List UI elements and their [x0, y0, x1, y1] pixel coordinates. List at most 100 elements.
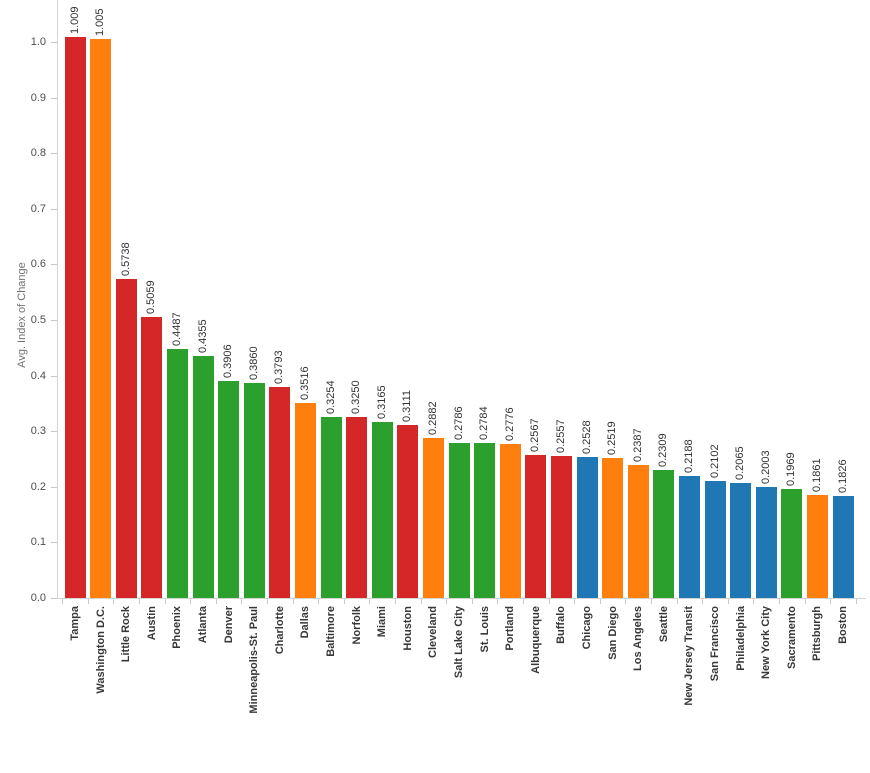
- x-tick-mark: [625, 599, 626, 604]
- y-tick-mark: [51, 153, 57, 154]
- bar-value-label: 0.2102: [709, 444, 721, 478]
- x-axis-label: Norfolk: [351, 606, 363, 645]
- bar[interactable]: [730, 483, 751, 598]
- y-tick-mark: [51, 431, 57, 432]
- x-tick-mark: [574, 599, 575, 604]
- bar[interactable]: [65, 37, 86, 598]
- bar[interactable]: [807, 495, 828, 598]
- bar-value-label: 0.2188: [683, 439, 695, 473]
- bar[interactable]: [295, 403, 316, 598]
- x-tick-mark: [702, 599, 703, 604]
- bar[interactable]: [116, 279, 137, 598]
- x-axis-label: Chicago: [581, 606, 593, 650]
- y-tick-label: 0.7: [30, 203, 46, 215]
- bar-value-label: 0.2776: [504, 407, 516, 441]
- bar-value-label: 0.2784: [478, 406, 490, 440]
- x-axis-line: [57, 598, 866, 599]
- bar[interactable]: [423, 438, 444, 598]
- bar-value-label: 0.4487: [171, 312, 183, 346]
- bar[interactable]: [833, 496, 854, 598]
- x-axis-label: Dallas: [299, 606, 311, 639]
- x-axis-label: Portland: [504, 606, 516, 651]
- x-axis-label: New York City: [760, 606, 772, 679]
- bar-value-label: 0.5059: [145, 280, 157, 314]
- bar[interactable]: [602, 458, 623, 598]
- bar-value-label: 0.1861: [811, 458, 823, 492]
- x-tick-mark: [267, 599, 268, 604]
- x-tick-mark: [779, 599, 780, 604]
- x-axis-label: New Jersey Transit: [683, 606, 695, 706]
- y-tick-mark: [51, 598, 57, 599]
- bar[interactable]: [500, 444, 521, 598]
- x-axis-label: Houston: [402, 606, 414, 651]
- bar[interactable]: [756, 487, 777, 598]
- x-tick-mark: [318, 599, 319, 604]
- bar[interactable]: [321, 417, 342, 598]
- x-axis-label: Denver: [223, 606, 235, 644]
- x-axis-label: Philadelphia: [735, 606, 747, 671]
- bar[interactable]: [525, 455, 546, 598]
- y-axis-line: [57, 0, 58, 598]
- bar-value-label: 0.2882: [427, 401, 439, 435]
- x-axis-label: Los Angeles: [632, 606, 644, 671]
- bar-value-label: 0.1969: [785, 452, 797, 486]
- x-axis-label: Boston: [837, 606, 849, 644]
- bar[interactable]: [193, 356, 214, 598]
- y-tick-label: 0.8: [30, 147, 46, 159]
- bar[interactable]: [167, 349, 188, 598]
- y-tick-mark: [51, 542, 57, 543]
- x-tick-mark: [139, 599, 140, 604]
- y-tick-label: 0.4: [30, 370, 46, 382]
- bar[interactable]: [577, 457, 598, 598]
- x-axis-label: San Diego: [607, 606, 619, 660]
- x-tick-mark: [651, 599, 652, 604]
- x-axis-label: Washington D.C.: [95, 606, 107, 694]
- x-tick-mark: [62, 599, 63, 604]
- bar[interactable]: [90, 39, 111, 598]
- x-tick-mark: [523, 599, 524, 604]
- bar[interactable]: [372, 422, 393, 598]
- x-axis-label: Buffalo: [555, 606, 567, 644]
- bar[interactable]: [628, 465, 649, 598]
- x-axis-label: Phoenix: [171, 606, 183, 649]
- bar[interactable]: [218, 381, 239, 598]
- bar-value-label: 0.3860: [248, 346, 260, 380]
- y-tick-mark: [51, 98, 57, 99]
- x-tick-mark: [600, 599, 601, 604]
- bar[interactable]: [269, 387, 290, 598]
- x-tick-mark: [753, 599, 754, 604]
- bar-value-label: 0.2065: [734, 446, 746, 480]
- bar[interactable]: [449, 443, 470, 598]
- bar[interactable]: [653, 470, 674, 598]
- x-axis-label: Cleveland: [427, 606, 439, 658]
- x-axis-label: Sacramento: [786, 606, 798, 669]
- bar-value-label: 0.3250: [350, 380, 362, 414]
- bar[interactable]: [705, 481, 726, 598]
- y-tick-mark: [51, 42, 57, 43]
- x-tick-mark: [472, 599, 473, 604]
- x-axis-label: Charlotte: [274, 606, 286, 655]
- bar[interactable]: [679, 476, 700, 598]
- x-axis-label: Seattle: [658, 606, 670, 643]
- bar[interactable]: [346, 417, 367, 598]
- x-tick-mark: [88, 599, 89, 604]
- x-tick-mark: [113, 599, 114, 604]
- bar[interactable]: [551, 456, 572, 598]
- x-axis-label: Pittsburgh: [811, 606, 823, 661]
- bar-value-label: 0.3111: [401, 389, 413, 422]
- y-tick-label: 1.0: [30, 36, 46, 48]
- x-tick-mark: [421, 599, 422, 604]
- bar[interactable]: [781, 489, 802, 598]
- y-tick-mark: [51, 376, 57, 377]
- y-tick-label: 0.6: [30, 258, 46, 270]
- y-tick-label: 0.1: [30, 536, 46, 548]
- bar[interactable]: [474, 443, 495, 598]
- x-tick-mark: [446, 599, 447, 604]
- x-tick-mark: [856, 599, 857, 604]
- bar[interactable]: [397, 425, 418, 598]
- bar[interactable]: [244, 383, 265, 598]
- x-tick-mark: [830, 599, 831, 604]
- bar[interactable]: [141, 317, 162, 598]
- bar-value-label: 0.3165: [376, 385, 388, 419]
- x-axis-label: Minneapolis-St. Paul: [248, 606, 260, 714]
